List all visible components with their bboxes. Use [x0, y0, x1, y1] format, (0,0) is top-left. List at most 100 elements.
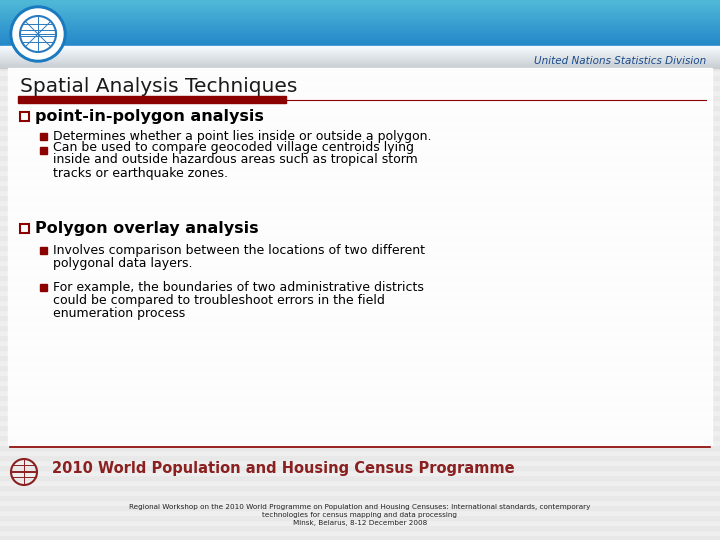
Bar — [40, 147, 47, 154]
Bar — [0, 335, 720, 340]
Bar — [0, 360, 720, 365]
Bar — [0, 95, 720, 100]
Bar — [0, 385, 720, 390]
Bar — [0, 61, 720, 62]
Bar — [0, 300, 720, 305]
Bar — [0, 36, 720, 37]
Bar — [0, 245, 720, 250]
Bar — [18, 96, 286, 103]
Bar — [20, 112, 29, 121]
Bar — [0, 520, 720, 525]
Bar — [0, 50, 720, 51]
Bar — [0, 510, 720, 515]
Bar — [0, 255, 720, 260]
Text: Spatial Analysis Techniques: Spatial Analysis Techniques — [20, 78, 297, 97]
Bar — [0, 535, 720, 540]
Bar — [0, 1, 720, 2]
Bar — [0, 40, 720, 41]
Text: inside and outside hazardous areas such as tropical storm: inside and outside hazardous areas such … — [53, 153, 418, 166]
Bar — [0, 50, 720, 55]
Bar — [0, 54, 720, 55]
Bar — [0, 65, 720, 70]
Bar — [0, 44, 720, 45]
Bar — [0, 305, 720, 310]
Bar — [0, 63, 720, 64]
Bar — [0, 0, 720, 1]
Bar — [0, 10, 720, 15]
Bar — [0, 80, 720, 85]
Bar — [0, 31, 720, 32]
Bar — [0, 260, 720, 265]
Bar — [0, 495, 720, 500]
Bar — [0, 28, 720, 29]
Bar — [0, 130, 720, 135]
Bar — [0, 325, 720, 330]
Bar — [0, 46, 720, 47]
Bar — [0, 310, 720, 315]
Bar — [0, 47, 720, 48]
Bar — [0, 240, 720, 245]
Bar — [8, 68, 712, 445]
Bar — [40, 133, 47, 140]
Text: Determines whether a point lies inside or outside a polygon.: Determines whether a point lies inside o… — [53, 130, 431, 143]
Bar — [0, 355, 720, 360]
Bar — [0, 34, 720, 35]
Bar — [0, 230, 720, 235]
Bar — [0, 22, 720, 23]
Bar — [0, 470, 720, 475]
Bar — [0, 435, 720, 440]
Text: Minsk, Belarus, 8-12 December 2008: Minsk, Belarus, 8-12 December 2008 — [293, 520, 427, 526]
Bar — [0, 18, 720, 19]
Bar — [0, 60, 720, 65]
Bar — [0, 10, 720, 11]
Bar — [0, 475, 720, 480]
Bar — [0, 56, 720, 57]
Bar — [0, 350, 720, 355]
Circle shape — [13, 9, 63, 59]
Bar — [0, 7, 720, 8]
Bar — [0, 20, 720, 25]
Bar — [0, 27, 720, 28]
Bar — [0, 430, 720, 435]
Bar — [0, 190, 720, 195]
Bar — [0, 445, 720, 450]
Bar — [0, 8, 720, 9]
Bar — [0, 195, 720, 200]
Bar — [0, 485, 720, 490]
Bar — [0, 400, 720, 405]
Bar — [0, 450, 720, 455]
Text: polygonal data layers.: polygonal data layers. — [53, 257, 192, 270]
Bar — [0, 21, 720, 22]
Bar — [0, 6, 720, 7]
Bar — [0, 460, 720, 465]
Bar — [0, 46, 720, 47]
Bar — [0, 62, 720, 63]
Bar — [0, 17, 720, 18]
Bar — [0, 315, 720, 320]
Bar — [0, 165, 720, 170]
Bar — [0, 45, 720, 46]
Bar — [0, 23, 720, 24]
Bar — [0, 64, 720, 65]
Bar — [0, 48, 720, 49]
Bar — [0, 55, 720, 60]
Bar — [0, 20, 720, 21]
Bar — [0, 58, 720, 59]
Bar — [0, 210, 720, 215]
Bar — [0, 285, 720, 290]
Bar — [0, 30, 720, 35]
Bar — [0, 175, 720, 180]
Bar — [0, 47, 720, 48]
Bar — [0, 290, 720, 295]
Bar — [0, 220, 720, 225]
Bar — [0, 270, 720, 275]
Bar — [0, 59, 720, 60]
Bar — [0, 67, 720, 68]
Bar — [0, 120, 720, 125]
Bar — [0, 330, 720, 335]
Bar — [0, 13, 720, 14]
Bar — [0, 215, 720, 220]
Bar — [0, 25, 720, 30]
Bar — [0, 15, 720, 20]
Bar — [0, 375, 720, 380]
